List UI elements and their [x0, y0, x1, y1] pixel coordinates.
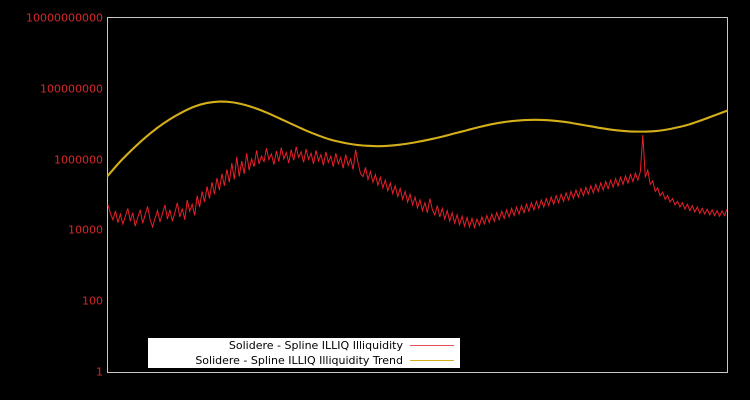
y-tick-label: 1000000 — [54, 153, 103, 167]
y-tick-label: 10000 — [68, 223, 103, 237]
legend-entry-trend: Solidere - Spline ILLIQ Illiquidity Tren… — [148, 353, 460, 368]
chart-legend: Solidere - Spline ILLIQ Illiquidity Soli… — [148, 338, 460, 368]
series-trend-group — [106, 100, 729, 177]
legend-entry-illiquidity: Solidere - Spline ILLIQ Illiquidity — [148, 338, 460, 353]
legend-label-trend: Solidere - Spline ILLIQ Illiquidity Tren… — [195, 354, 403, 367]
y-axis-tick-labels: 1 100 10000 1000000 100000000 10000000000 — [0, 0, 103, 400]
series-illiquidity-group — [107, 134, 728, 230]
series-trend-line — [106, 100, 729, 177]
legend-label-illiquidity: Solidere - Spline ILLIQ Illiquidity — [228, 339, 403, 352]
series-illiquidity-line — [107, 134, 728, 230]
y-tick-label: 1 — [96, 365, 103, 379]
legend-line-sample-illiquidity — [410, 345, 454, 346]
legend-line-sample-trend — [410, 360, 454, 361]
y-tick-label: 100 — [82, 294, 103, 308]
y-tick-label: 100000000 — [40, 82, 103, 96]
y-tick-label: 10000000000 — [26, 11, 103, 25]
